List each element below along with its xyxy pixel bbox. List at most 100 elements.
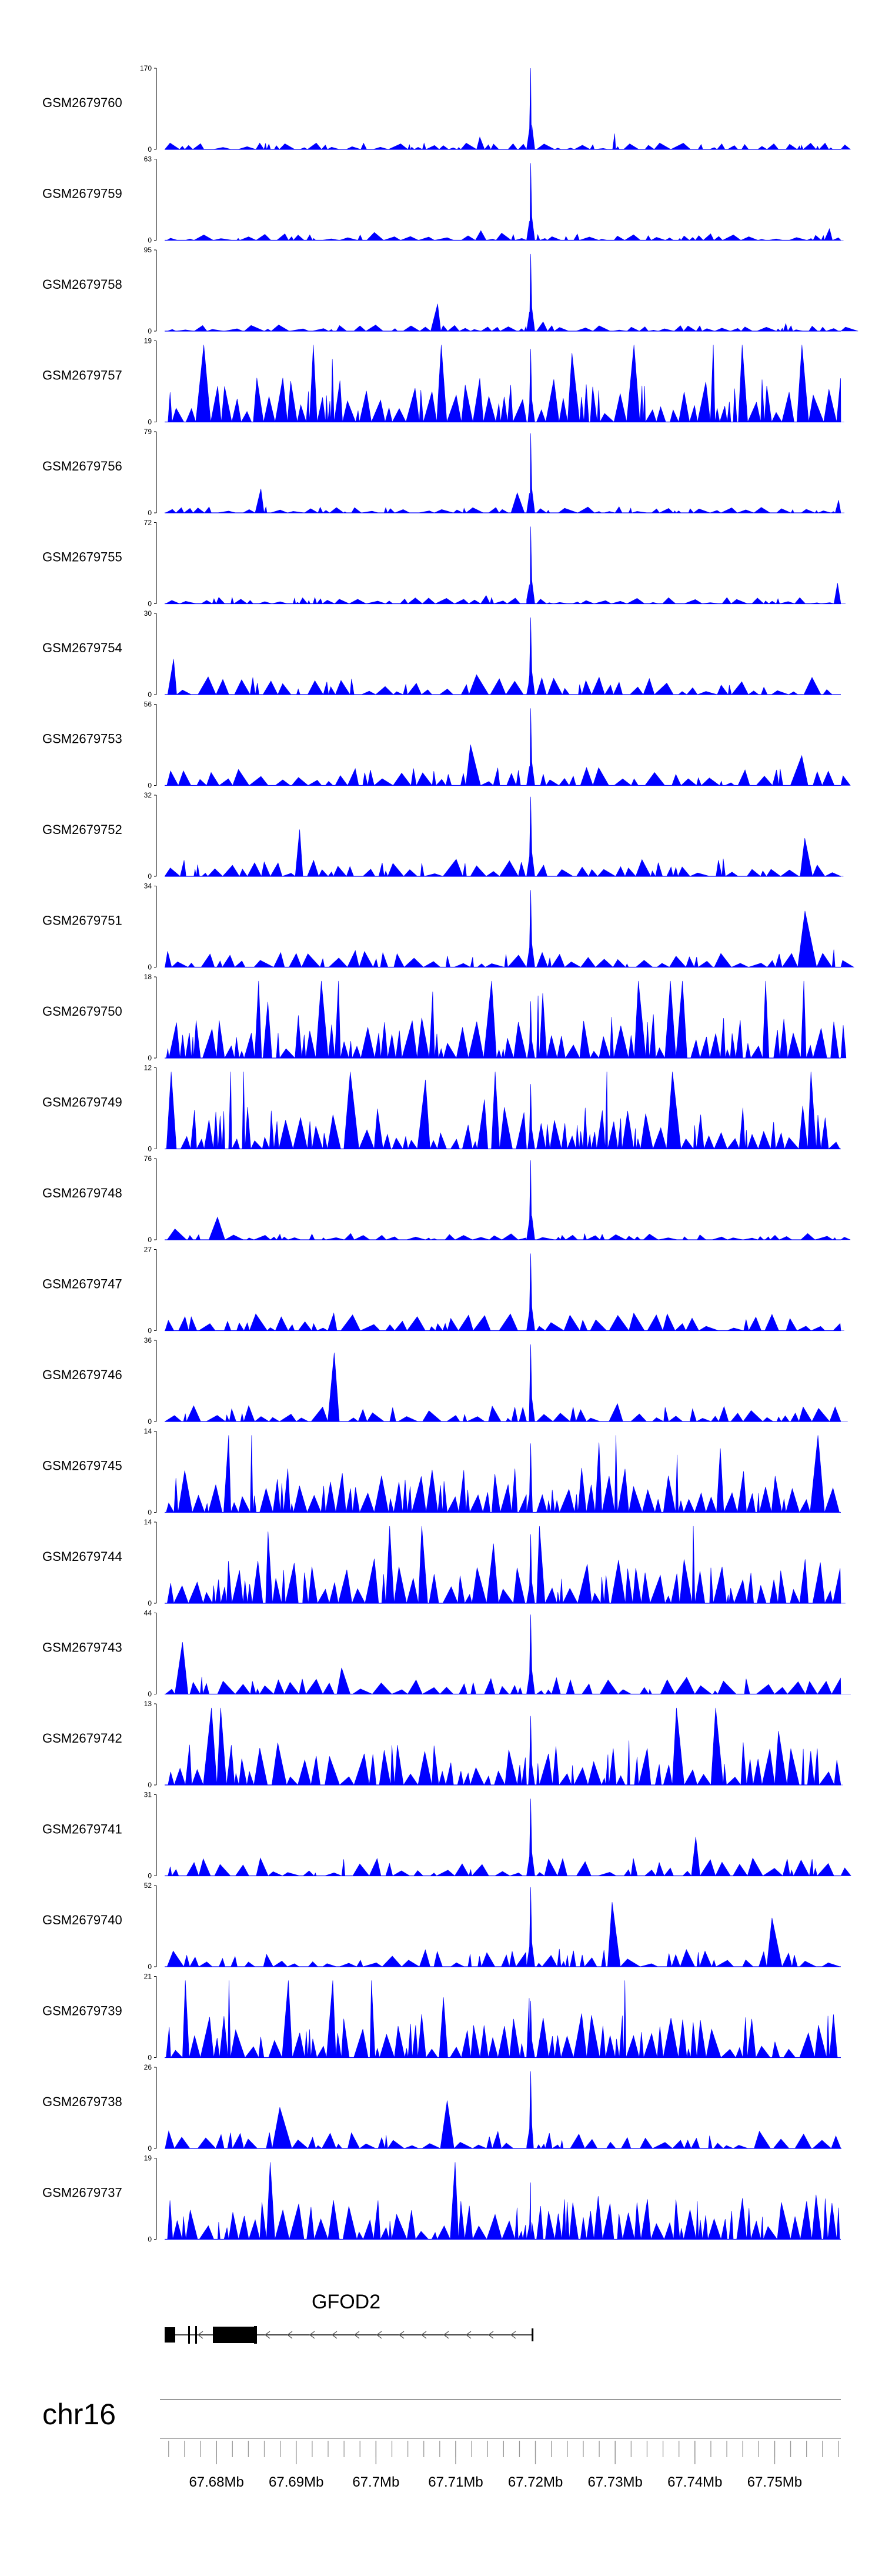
- y-max-label: 13: [144, 1700, 152, 1708]
- track-GSM2679738: GSM2679738 26 0: [42, 2063, 842, 2153]
- y-min-label: 0: [148, 327, 152, 335]
- track-label: GSM2679750: [42, 1004, 122, 1019]
- coverage-area: [165, 980, 847, 1059]
- y-min-label: 0: [148, 1690, 152, 1699]
- y-min-label: 0: [148, 2054, 152, 2062]
- y-max-label: 44: [144, 1609, 152, 1617]
- gene-exon: [254, 2326, 257, 2344]
- coverage-area: [165, 345, 844, 423]
- y-min-label: 0: [148, 418, 152, 426]
- y-max-label: 18: [144, 973, 152, 981]
- y-min-label: 0: [148, 1599, 152, 1607]
- y-min-label: 0: [148, 963, 152, 972]
- y-min-label: 0: [148, 509, 152, 517]
- gene-annotation: GFOD2: [165, 2291, 534, 2344]
- y-min-label: 0: [148, 1327, 152, 1335]
- y-min-label: 0: [148, 1054, 152, 1062]
- coverage-area: [165, 1707, 843, 1786]
- coverage-area: [165, 1614, 851, 1695]
- track-label: GSM2679760: [42, 95, 122, 110]
- track-label: GSM2679738: [42, 2094, 122, 2109]
- coverage-area: [165, 253, 858, 332]
- y-max-label: 36: [144, 1336, 152, 1344]
- coverage-area: [164, 796, 844, 877]
- y-max-label: 19: [144, 337, 152, 345]
- coverage-area: [165, 708, 851, 786]
- coverage-area: [165, 433, 845, 513]
- track-label: GSM2679737: [42, 2185, 122, 2200]
- y-min-label: 0: [148, 1963, 152, 1971]
- y-max-label: 14: [144, 1427, 152, 1436]
- chromosome-label: chr16: [42, 2398, 116, 2431]
- track-GSM2679739: GSM2679739 21 0: [42, 1973, 841, 2062]
- gene-exon: [213, 2327, 255, 2343]
- y-max-label: 14: [144, 1518, 152, 1526]
- track-GSM2679743: GSM2679743 44 0: [42, 1609, 851, 1699]
- track-GSM2679759: GSM2679759 63 0: [42, 155, 844, 245]
- y-max-label: 26: [144, 2063, 152, 2071]
- track-GSM2679758: GSM2679758 95 0: [42, 246, 858, 335]
- coverage-area: [165, 617, 841, 695]
- track-label: GSM2679758: [42, 277, 122, 292]
- coverage-area: [165, 1160, 851, 1241]
- track-label: GSM2679749: [42, 1095, 122, 1110]
- gene-name-label: GFOD2: [312, 2291, 380, 2313]
- y-max-label: 72: [144, 519, 152, 527]
- y-max-label: 30: [144, 609, 152, 618]
- coverage-area: [165, 2071, 842, 2150]
- y-min-label: 0: [148, 1417, 152, 1426]
- y-max-label: 19: [144, 2154, 152, 2163]
- ruler-tick-label: 67.69Mb: [269, 2474, 323, 2490]
- y-max-label: 12: [144, 1064, 152, 1072]
- track-label: GSM2679759: [42, 186, 122, 201]
- y-max-label: 32: [144, 791, 152, 799]
- coverage-area: [165, 163, 844, 241]
- y-min-label: 0: [148, 2235, 152, 2244]
- coverage-area: [165, 1072, 841, 1150]
- genome-axis: chr16 67.68Mb 67.69Mb 67.7Mb 67.71Mb 67.72Mb…: [42, 2398, 841, 2490]
- ruler-tick-label: 67.7Mb: [352, 2474, 399, 2490]
- coverage-area: [165, 1253, 844, 1332]
- strand-arrow: [510, 2331, 516, 2339]
- track-GSM2679753: GSM2679753 56 0: [42, 700, 851, 790]
- strand-arrow: [443, 2331, 449, 2339]
- y-min-label: 0: [148, 1509, 152, 1517]
- y-min-label: 0: [148, 1872, 152, 1880]
- y-min-label: 0: [148, 1145, 152, 1153]
- ruler-tick-label: 67.74Mb: [667, 2474, 722, 2490]
- ruler-tick-label: 67.75Mb: [747, 2474, 802, 2490]
- ruler-tick-label: 67.71Mb: [428, 2474, 483, 2490]
- track-GSM2679752: GSM2679752 32 0: [42, 791, 844, 880]
- track-label: GSM2679757: [42, 368, 122, 383]
- track-GSM2679737: GSM2679737 19 0: [42, 2154, 841, 2244]
- track-label: GSM2679743: [42, 1640, 122, 1655]
- track-label: GSM2679753: [42, 732, 122, 746]
- y-min-label: 0: [148, 236, 152, 245]
- track-GSM2679740: GSM2679740 52 0: [42, 1881, 841, 1971]
- coverage-area: [165, 1526, 846, 1604]
- y-min-label: 0: [148, 600, 152, 608]
- ruler-tick-label: 67.68Mb: [189, 2474, 243, 2490]
- track-GSM2679748: GSM2679748 76 0: [42, 1154, 851, 1244]
- gene-exon: [188, 2326, 190, 2344]
- track-label: GSM2679745: [42, 1459, 122, 1473]
- track-GSM2679754: GSM2679754 30 0: [42, 609, 841, 699]
- track-GSM2679746: GSM2679746 36 0: [42, 1336, 848, 1426]
- strand-arrow: [398, 2331, 405, 2339]
- y-max-label: 34: [144, 882, 152, 890]
- track-GSM2679750: GSM2679750 18 0: [42, 973, 847, 1062]
- track-GSM2679745: GSM2679745 14 0: [42, 1427, 841, 1517]
- gene-exon: [165, 2327, 175, 2343]
- strand-arrow: [487, 2331, 494, 2339]
- y-max-label: 27: [144, 1246, 152, 1254]
- coverage-area: [165, 68, 851, 151]
- y-max-label: 76: [144, 1154, 152, 1163]
- track-GSM2679749: GSM2679749 12 0: [42, 1064, 841, 1153]
- coverage-area: [165, 890, 855, 968]
- track-GSM2679755: GSM2679755 72 0: [42, 519, 846, 608]
- strand-arrow: [309, 2331, 315, 2339]
- coverage-tracks: GSM26797601700GSM2679759630GSM2679758950…: [42, 64, 858, 2244]
- track-GSM2679741: GSM2679741 31 0: [42, 1791, 851, 1880]
- coverage-area: [165, 1980, 841, 2058]
- gene-exon: [532, 2328, 534, 2341]
